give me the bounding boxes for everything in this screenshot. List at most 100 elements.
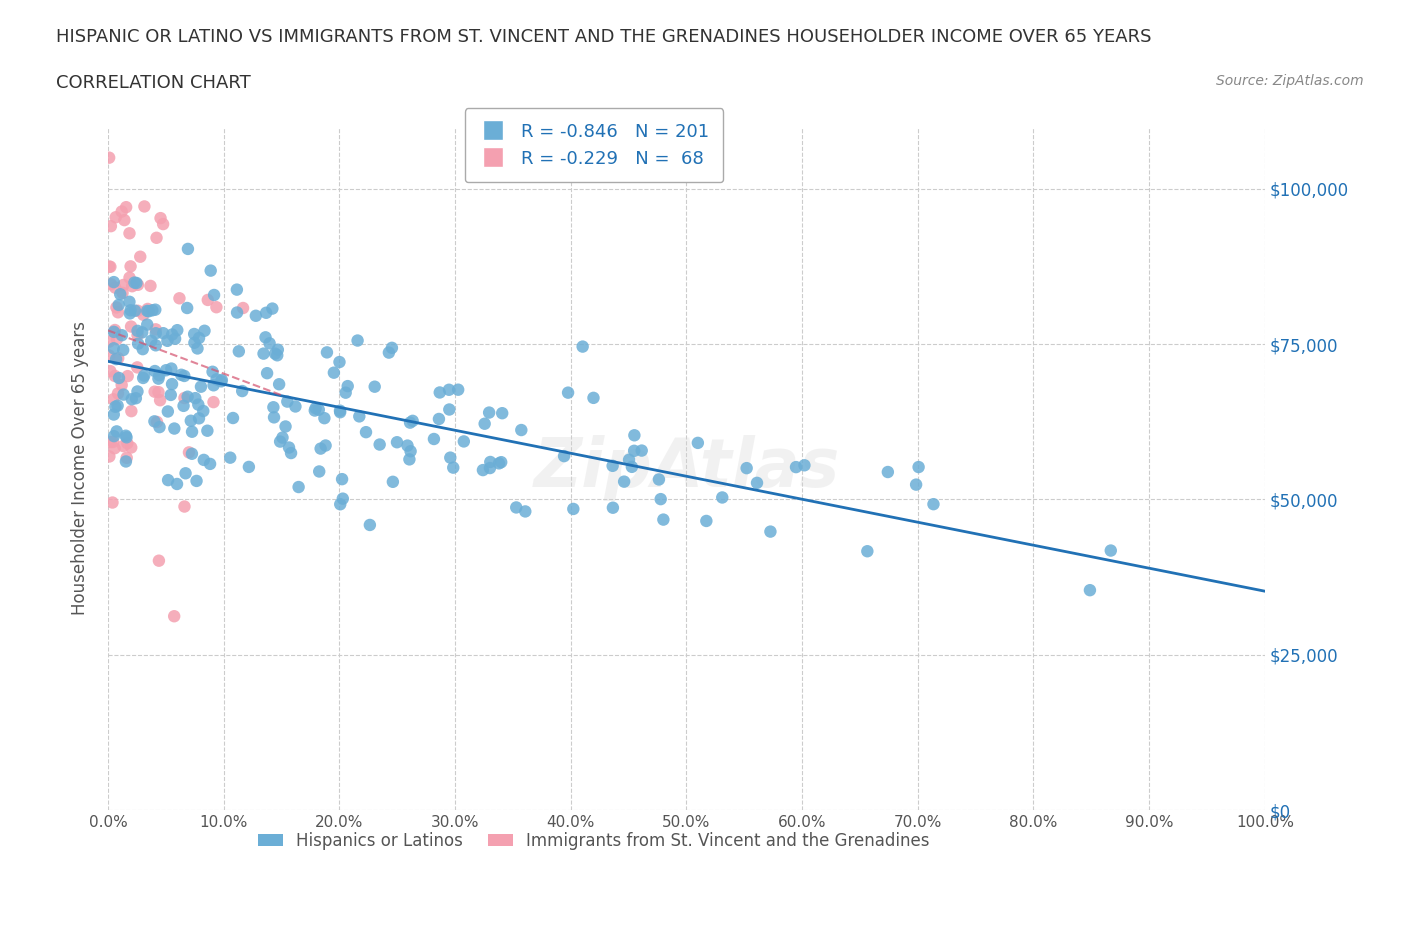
Point xyxy=(117,368,139,383)
Point xyxy=(173,499,195,514)
Point xyxy=(148,371,170,386)
Point xyxy=(198,457,221,472)
Point xyxy=(101,434,124,449)
Point xyxy=(328,354,350,369)
Point xyxy=(117,436,139,451)
Point xyxy=(136,317,159,332)
Point xyxy=(553,448,575,463)
Point xyxy=(200,263,222,278)
Point xyxy=(111,378,134,392)
Point xyxy=(396,438,419,453)
Point xyxy=(105,300,128,315)
Point xyxy=(745,475,768,490)
Point xyxy=(112,213,135,228)
Point xyxy=(152,217,174,232)
Point xyxy=(269,377,291,392)
Point xyxy=(785,459,807,474)
Point xyxy=(111,204,134,219)
Point xyxy=(114,429,136,444)
Point xyxy=(793,458,815,472)
Point xyxy=(856,544,879,559)
Point xyxy=(219,450,242,465)
Point xyxy=(107,298,129,312)
Point xyxy=(149,392,172,407)
Point xyxy=(100,277,122,292)
Point xyxy=(148,553,170,568)
Point xyxy=(177,242,200,257)
Point xyxy=(308,403,330,418)
Point xyxy=(695,513,717,528)
Point xyxy=(184,391,207,405)
Point xyxy=(141,303,163,318)
Point xyxy=(120,303,142,318)
Point xyxy=(148,419,170,434)
Point xyxy=(186,473,208,488)
Point xyxy=(617,452,640,467)
Point xyxy=(169,291,191,306)
Text: HISPANIC OR LATINO VS IMMIGRANTS FROM ST. VINCENT AND THE GRENADINES HOUSEHOLDER: HISPANIC OR LATINO VS IMMIGRANTS FROM ST… xyxy=(56,28,1152,46)
Point xyxy=(101,495,124,510)
Point xyxy=(176,390,198,405)
Point xyxy=(209,374,232,389)
Point xyxy=(284,399,307,414)
Point xyxy=(127,327,149,342)
Point xyxy=(364,379,387,394)
Point xyxy=(322,365,344,380)
Point xyxy=(156,404,179,418)
Point xyxy=(188,411,211,426)
Point xyxy=(160,327,183,342)
Point xyxy=(125,275,148,290)
Point xyxy=(100,219,122,233)
Point xyxy=(98,334,121,349)
Point xyxy=(429,385,451,400)
Point xyxy=(453,434,475,449)
Point xyxy=(173,391,195,405)
Point xyxy=(278,440,301,455)
Point xyxy=(127,324,149,339)
Point xyxy=(98,348,121,363)
Point xyxy=(103,407,125,422)
Point xyxy=(141,333,163,348)
Point xyxy=(111,327,134,342)
Point xyxy=(907,459,929,474)
Point xyxy=(98,151,121,166)
Point xyxy=(127,360,149,375)
Point xyxy=(115,450,138,465)
Point xyxy=(276,394,298,409)
Point xyxy=(349,409,371,424)
Point xyxy=(160,361,183,376)
Point xyxy=(471,462,494,477)
Point xyxy=(145,231,167,246)
Point xyxy=(238,459,260,474)
Point xyxy=(287,480,309,495)
Point xyxy=(437,382,460,397)
Point xyxy=(156,333,179,348)
Point xyxy=(648,472,671,487)
Point xyxy=(104,210,127,225)
Point xyxy=(183,326,205,341)
Point xyxy=(143,302,166,317)
Point xyxy=(143,384,166,399)
Point xyxy=(120,319,142,334)
Point xyxy=(231,383,253,398)
Point xyxy=(104,368,127,383)
Point xyxy=(269,434,291,449)
Point xyxy=(166,323,188,338)
Point xyxy=(308,464,330,479)
Point xyxy=(447,382,470,397)
Point xyxy=(148,385,170,400)
Point xyxy=(479,455,502,470)
Point xyxy=(104,399,127,414)
Point xyxy=(112,439,135,454)
Point xyxy=(100,434,122,449)
Point xyxy=(562,501,585,516)
Point xyxy=(309,441,332,456)
Point xyxy=(107,305,129,320)
Point xyxy=(330,472,353,486)
Point xyxy=(332,491,354,506)
Point xyxy=(378,345,401,360)
Legend: Hispanics or Latinos, Immigrants from St. Vincent and the Grenadines: Hispanics or Latinos, Immigrants from St… xyxy=(252,825,936,857)
Point xyxy=(134,368,156,383)
Point xyxy=(441,460,464,475)
Point xyxy=(262,400,284,415)
